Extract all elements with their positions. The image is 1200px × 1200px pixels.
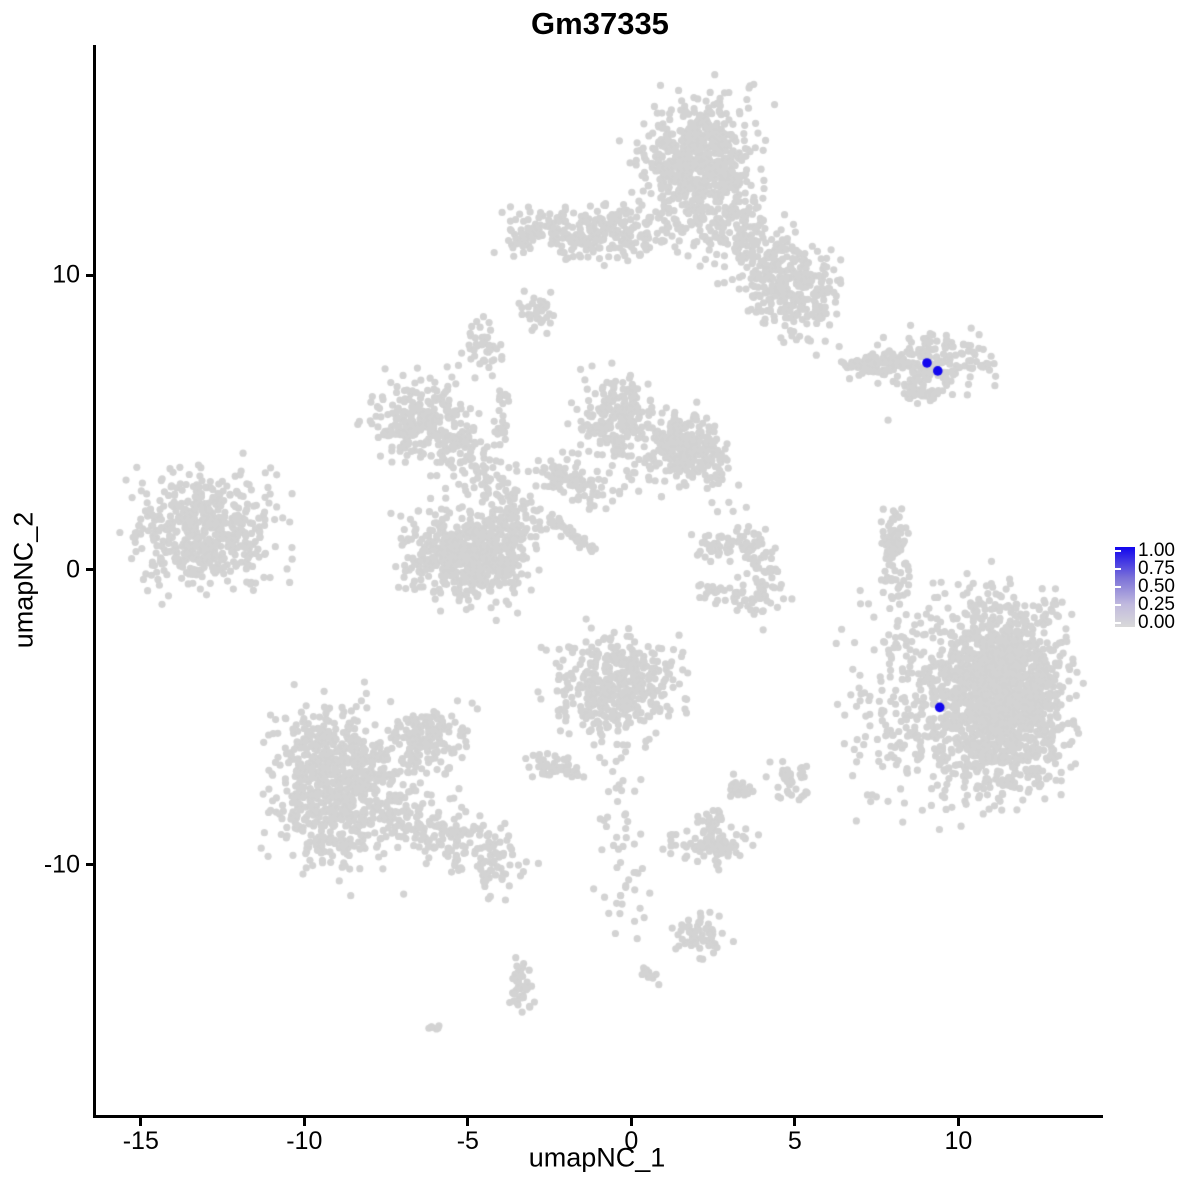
y-tick-mark: [86, 568, 94, 572]
x-axis-title: umapNC_1: [528, 1142, 666, 1173]
y-tick-label: 10: [52, 260, 80, 289]
x-tick-label: 10: [944, 1127, 973, 1155]
legend-tick-dash: [1115, 622, 1121, 624]
y-tick-label: -10: [43, 850, 80, 879]
legend-tick-dash: [1115, 550, 1121, 552]
legend-tick-label: 0.50: [1138, 576, 1175, 597]
x-tick-mark: [629, 1118, 633, 1126]
y-tick-mark: [86, 863, 94, 867]
x-tick-mark: [956, 1118, 960, 1126]
x-tick-label: 5: [787, 1127, 802, 1155]
legend-tick-label: 0.75: [1138, 558, 1175, 579]
x-tick-label: 0: [624, 1127, 639, 1155]
legend-tick-dash: [1115, 604, 1121, 606]
x-tick-label: -5: [456, 1127, 479, 1155]
x-tick-label: -10: [286, 1127, 323, 1155]
legend-tick-dash: [1115, 568, 1121, 570]
y-tick-mark: [86, 273, 94, 277]
x-tick-mark: [302, 1118, 306, 1126]
x-tick-mark: [466, 1118, 470, 1126]
y-tick-label: 0: [66, 555, 80, 584]
y-axis-line: [93, 45, 96, 1118]
x-tick-mark: [139, 1118, 143, 1126]
plot-title: Gm37335: [531, 6, 669, 41]
legend-colorbar: [1115, 547, 1135, 627]
legend-tick-dash: [1115, 586, 1121, 588]
x-axis-line: [93, 1115, 1103, 1118]
legend-tick-label: 0.25: [1138, 594, 1175, 615]
legend-tick-label: 1.00: [1138, 540, 1175, 561]
legend-tick-label: 0.00: [1138, 612, 1175, 633]
y-axis-title: umapNC_2: [8, 511, 39, 649]
x-tick-mark: [793, 1118, 797, 1126]
x-tick-label: -15: [122, 1127, 159, 1155]
